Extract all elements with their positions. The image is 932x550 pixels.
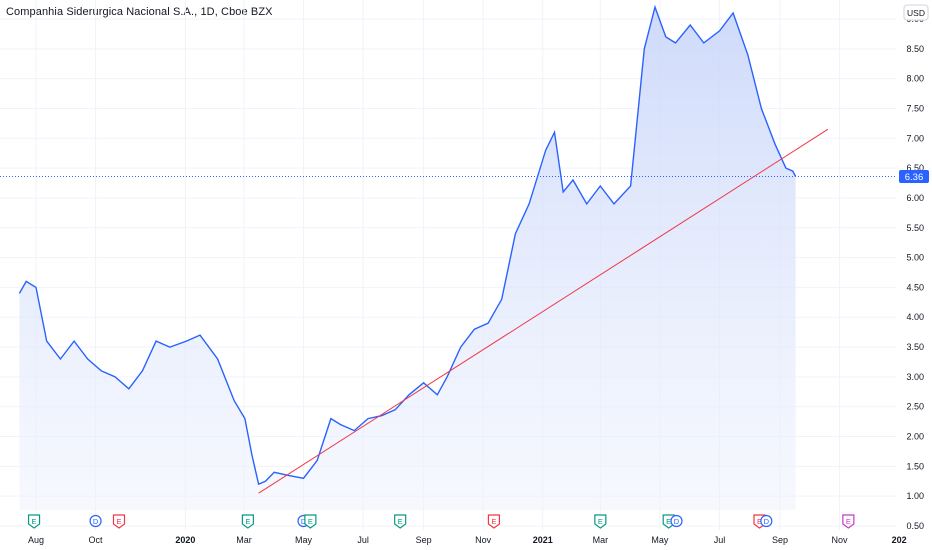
y-tick-label: 6.00 <box>906 193 924 203</box>
y-tick-label: 7.50 <box>906 103 924 113</box>
earnings-marker[interactable]: E <box>487 514 501 529</box>
x-tick-label: Mar <box>236 535 252 545</box>
x-tick-label: 2021 <box>533 535 553 545</box>
y-tick-label: 1.00 <box>906 491 924 501</box>
currency-label: USD <box>907 8 925 18</box>
event-label: D <box>764 517 770 526</box>
y-tick-label: 6.50 <box>906 163 924 173</box>
earnings-marker[interactable]: E <box>27 514 41 529</box>
x-tick-label: Aug <box>28 535 44 545</box>
x-tick-label: 2020 <box>175 535 195 545</box>
event-label: E <box>491 517 496 526</box>
x-tick-label: May <box>651 535 669 545</box>
last-price-value: 6.36 <box>905 172 924 183</box>
earnings-marker[interactable]: E <box>594 514 607 529</box>
x-tick-label: Jul <box>714 535 726 545</box>
y-tick-label: 2.50 <box>906 402 924 412</box>
x-tick-label: May <box>295 535 313 545</box>
event-label: D <box>93 517 99 526</box>
y-tick-label: 8.00 <box>906 74 924 84</box>
earnings-marker[interactable]: E <box>394 514 407 529</box>
x-tick-label: Oct <box>89 535 104 545</box>
y-tick-label: 3.00 <box>906 372 924 382</box>
price-axis[interactable] <box>896 0 932 550</box>
price-line[interactable] <box>18 4 797 486</box>
event-label: E <box>666 517 671 526</box>
y-tick-label: 1.50 <box>906 461 924 471</box>
y-tick-label: 2.00 <box>906 432 924 442</box>
dividend-marker[interactable]: D <box>89 514 102 528</box>
trendline[interactable] <box>258 128 829 494</box>
event-label: E <box>757 517 762 526</box>
price-area <box>19 7 796 510</box>
x-tick-label: Jul <box>357 535 369 545</box>
y-tick-label: 3.50 <box>906 342 924 352</box>
event-label: E <box>398 517 403 526</box>
dividend-marker[interactable]: D <box>760 514 773 528</box>
earnings-marker[interactable]: E <box>842 514 855 529</box>
event-label: E <box>116 517 121 526</box>
chart-title: Companhia Siderurgica Nacional S.A., 1D,… <box>6 6 273 18</box>
event-label: E <box>846 517 851 526</box>
earnings-marker[interactable]: E <box>241 514 254 529</box>
x-tick-label: Sep <box>416 535 432 545</box>
event-label: D <box>301 517 307 526</box>
x-tick-label: Nov <box>832 535 849 545</box>
x-tick-label: Nov <box>475 535 492 545</box>
event-label: E <box>308 517 313 526</box>
y-tick-label: 5.00 <box>906 253 924 263</box>
last-price-tag: 6.36 <box>899 169 929 183</box>
x-tick-label: Mar <box>593 535 609 545</box>
event-label: E <box>245 517 250 526</box>
earnings-marker[interactable]: E <box>304 514 317 529</box>
y-tick-label: 7.00 <box>906 133 924 143</box>
x-axis: Aug Oct 2020 Mar May Jul Sep Nov 2021 Mar May Jul Se… <box>28 535 907 545</box>
y-tick-label: 4.00 <box>906 312 924 322</box>
earnings-marker[interactable]: E <box>112 514 126 529</box>
dividend-marker[interactable]: D <box>670 514 683 528</box>
x-tick-label: 202 <box>892 535 907 545</box>
y-tick-label: 5.50 <box>906 223 924 233</box>
y-tick-label: 8.50 <box>906 44 924 54</box>
x-tick-label: Sep <box>772 535 788 545</box>
event-label: E <box>32 517 37 526</box>
currency-badge[interactable]: USD <box>903 4 929 21</box>
y-tick-label: 4.50 <box>906 282 924 292</box>
event-label: E <box>598 517 603 526</box>
event-label: D <box>674 517 680 526</box>
y-tick-label: 0.50 <box>906 521 924 531</box>
